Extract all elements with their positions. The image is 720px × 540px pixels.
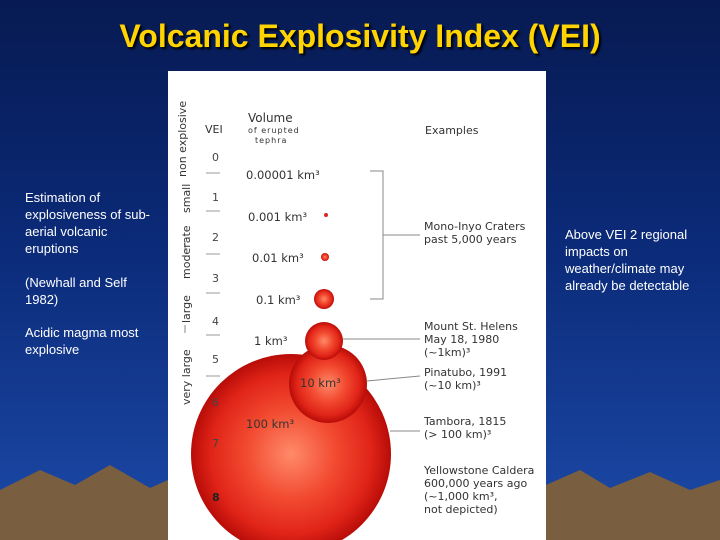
- category-non-explosive: non explosive: [176, 100, 189, 177]
- volume-subheader-1: of erupted: [248, 126, 300, 135]
- category-moderate: moderate: [180, 225, 193, 279]
- example-pinatubo: Pinatubo, 1991 (~10 km)³: [424, 366, 508, 392]
- volume-vei-3: 0.01 km³: [252, 251, 304, 265]
- vei-6: 6: [212, 396, 219, 409]
- vei-2: 2: [212, 231, 219, 244]
- vei-header: VEI: [205, 123, 223, 136]
- vei-0: 0: [212, 151, 219, 164]
- sphere-10km3: [289, 345, 367, 423]
- volume-vei-1: 0.00001 km³: [246, 168, 320, 182]
- category-very-large: very large: [180, 349, 193, 405]
- pinatubo-leader: [366, 375, 421, 382]
- sphere-0.001km3: [324, 213, 328, 217]
- left-citation: (Newhall and Self 1982): [25, 275, 127, 307]
- example-yellowstone: Yellowstone Caldera 600,000 years ago (~…: [424, 464, 535, 516]
- example-st-helens: Mount St. Helens May 18, 1980 (~1km)³: [424, 320, 518, 359]
- vei-4: 4: [212, 315, 219, 328]
- category-small: small: [180, 183, 193, 213]
- examples-header: Examples: [425, 124, 479, 137]
- vei-8: 8: [212, 491, 220, 504]
- vei-diagram: VEI Volume of erupted tephra Examples no…: [168, 71, 546, 540]
- category-large: large: [180, 295, 193, 323]
- volume-vei-5: 1 km³: [254, 334, 288, 348]
- volume-subheader-2: tephra: [255, 136, 288, 145]
- volume-header: Volume: [248, 111, 293, 125]
- vei-5: 5: [212, 353, 219, 366]
- vei-diagram-graphics: [184, 170, 421, 540]
- sphere-0.1km3: [314, 289, 334, 309]
- volume-vei-6: 10 km³: [300, 376, 341, 390]
- sphere-1km3: [305, 322, 343, 360]
- sphere-0.01km3: [321, 253, 329, 261]
- mountain-silhouette: [0, 465, 720, 540]
- mono-inyo-bracket: [370, 170, 384, 300]
- volume-vei-4: 0.1 km³: [256, 293, 301, 307]
- example-tambora: Tambora, 1815 (> 100 km)³: [424, 415, 507, 441]
- example-mono-inyo: Mono-Inyo Craters past 5,000 years: [424, 220, 526, 246]
- slide-title: Volcanic Explosivity Index (VEI): [119, 18, 601, 54]
- left-note: Acidic magma most explosive: [25, 325, 139, 357]
- vei-3: 3: [212, 272, 219, 285]
- vei-7: 7: [212, 437, 219, 450]
- vei-1: 1: [212, 191, 219, 204]
- left-description: Estimation of explosiveness of sub-aeria…: [25, 190, 151, 256]
- right-note: Above VEI 2 regional impacts on weather/…: [565, 227, 690, 293]
- volume-vei-2: 0.001 km³: [248, 210, 308, 224]
- volume-vei-7: 100 km³: [246, 417, 295, 431]
